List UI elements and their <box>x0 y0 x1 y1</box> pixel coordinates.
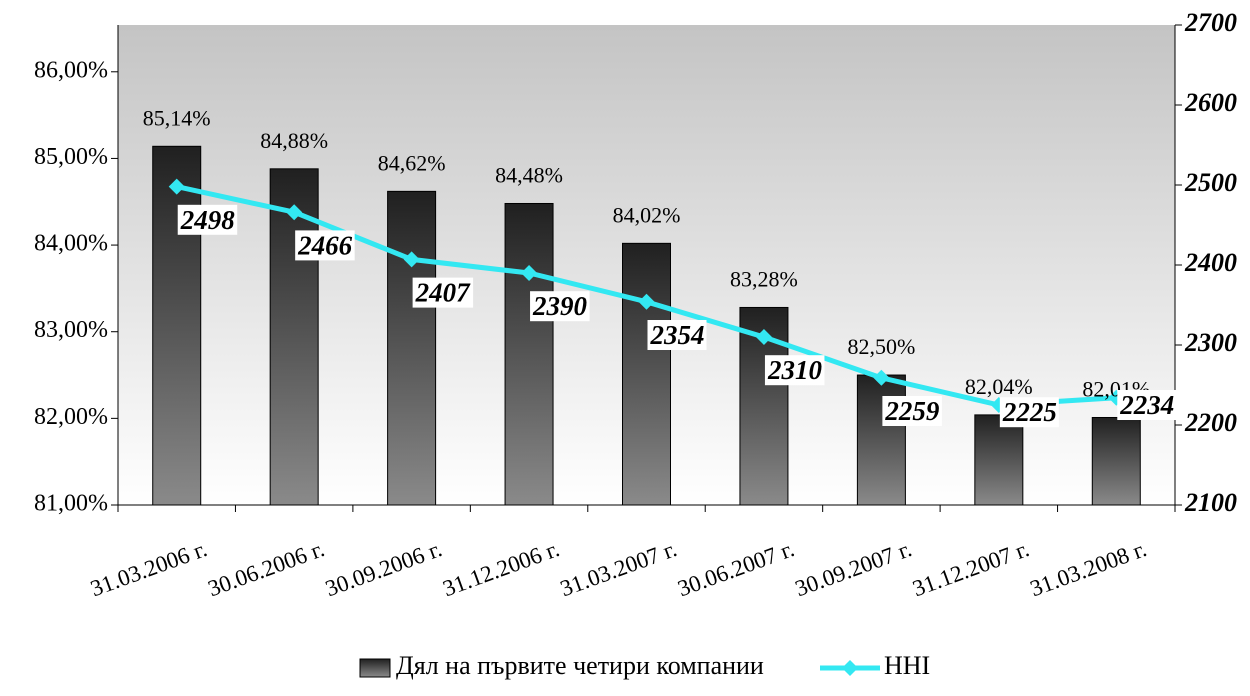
y-tick-label: 84,00% <box>34 231 108 257</box>
y2-tick-label: 2100 <box>1184 488 1237 517</box>
bar <box>504 202 554 506</box>
legend-label: Дял на първите четири компании <box>396 651 764 680</box>
label-background <box>647 320 707 351</box>
marker <box>286 204 303 221</box>
x-tick-label: 31.12.2006 г. <box>440 536 563 601</box>
x-tick-label: 30.09.2007 г. <box>792 536 915 601</box>
line-label: 2310 <box>767 355 823 385</box>
label-background <box>764 355 825 386</box>
label-background <box>530 291 590 322</box>
bar <box>856 374 906 506</box>
x-tick-label: 30.09.2006 г. <box>322 536 445 601</box>
bar <box>974 414 1024 506</box>
marker <box>521 265 538 281</box>
bar-label: 84,88% <box>260 128 328 153</box>
y-tick-label: 81,00% <box>34 491 108 517</box>
y-tick-label: 82,00% <box>34 404 108 430</box>
x-tick-label: 31.03.2008 г. <box>1027 536 1150 601</box>
bar-label: 84,48% <box>495 163 563 188</box>
line-label: 2259 <box>884 396 940 426</box>
label-background <box>1117 390 1177 421</box>
bar <box>1091 416 1141 506</box>
bar-label: 82,50% <box>847 334 915 359</box>
bar <box>622 242 671 506</box>
line-label: 2498 <box>180 205 236 235</box>
x-tick-label: 31.12.2007 г. <box>909 536 1032 601</box>
y2-tick-label: 2700 <box>1184 8 1237 37</box>
line-label: 2466 <box>297 230 353 260</box>
label-background <box>412 277 474 308</box>
line-label: 2407 <box>415 278 472 308</box>
legend-label: HHI <box>884 651 930 680</box>
y2-tick-label: 2300 <box>1184 328 1237 357</box>
marker <box>638 293 655 310</box>
bar-label: 82,04% <box>965 374 1033 399</box>
bar-label: 84,62% <box>378 150 446 175</box>
y2-tick-label: 2600 <box>1184 88 1237 117</box>
line-label: 2234 <box>1119 390 1174 420</box>
label-background <box>882 396 942 427</box>
label-background <box>295 230 355 261</box>
x-tick-label: 31.03.2007 г. <box>557 536 680 601</box>
label-background <box>177 204 238 235</box>
label-background <box>999 397 1059 428</box>
y-tick-label: 83,00% <box>34 317 108 343</box>
x-tick-label: 30.06.2007 г. <box>674 536 797 601</box>
bar <box>152 145 202 506</box>
y-tick-label: 86,00% <box>34 57 108 83</box>
bar <box>269 168 319 506</box>
x-tick-label: 31.03.2006 г. <box>87 536 210 601</box>
marker <box>168 178 185 195</box>
x-tick-label: 30.06.2006 г. <box>205 536 328 601</box>
bar-label: 85,14% <box>143 105 211 130</box>
line-label: 2390 <box>532 291 588 321</box>
line-label: 2354 <box>650 320 705 350</box>
y2-tick-label: 2200 <box>1184 408 1237 437</box>
marker <box>755 329 772 345</box>
marker <box>873 369 890 386</box>
y2-tick-label: 2400 <box>1184 248 1237 277</box>
y2-tick-label: 2500 <box>1184 168 1237 197</box>
bar <box>387 190 437 506</box>
legend-swatch <box>359 658 391 678</box>
line-label: 2225 <box>1002 397 1057 427</box>
marker <box>403 251 420 268</box>
bar-label: 83,28% <box>730 267 798 292</box>
legend-marker <box>842 660 858 676</box>
y-tick-label: 85,00% <box>34 144 108 170</box>
bar-label: 84,02% <box>613 202 681 227</box>
